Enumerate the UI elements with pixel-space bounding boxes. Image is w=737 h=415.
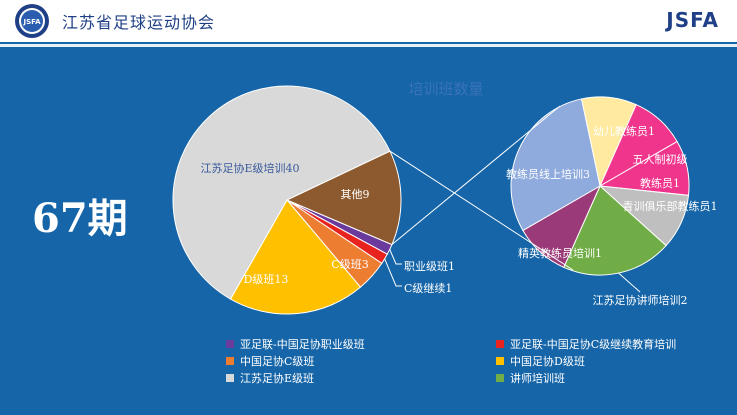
pie-slice-label-4: D级班13	[244, 273, 289, 286]
legend-label: 中国足协C级班	[240, 355, 315, 368]
jsfa-logo-icon: JSFA	[15, 4, 49, 38]
sub-pie-label-1: 幼儿教练员1	[593, 124, 655, 138]
pie-slice-label-3: C级班3	[331, 258, 368, 271]
sub-pie-slice-7	[510, 98, 601, 232]
legend-label: 江苏足协E级班	[240, 372, 315, 385]
legend-item-3: 中国足协C级班	[226, 353, 314, 369]
sub-pie-label-6: 精英教练员培训1	[518, 246, 602, 260]
legend-swatch	[496, 357, 504, 365]
sub-pie-label-5: 江苏足协讲师培训2	[593, 293, 688, 307]
sub-leader-line-5	[618, 272, 641, 293]
headline-number: 67期	[32, 195, 128, 242]
legend-label: 亚足联-中国足协C级继续教育培训	[510, 338, 677, 351]
pie-slice-label-1: 职业级班1	[404, 260, 455, 273]
legend-swatch	[496, 340, 504, 348]
sub-pie-slice-5	[563, 185, 667, 276]
pie-slice-5	[172, 85, 391, 300]
legend-swatch	[226, 357, 234, 365]
sub-pie-label-2: 五人制初级	[633, 152, 688, 166]
header-bar: JSFA 江苏省足球运动协会 JSFA	[0, 0, 737, 42]
legend-item-5: 江苏足协E级班	[226, 370, 314, 386]
pie-slice-6	[285, 150, 402, 246]
leader-line-2	[384, 258, 402, 287]
sub-pie-label-3: 教练员1	[640, 176, 680, 190]
legend-swatch	[496, 374, 504, 382]
header-divider	[0, 44, 737, 47]
legend-swatch	[226, 340, 234, 348]
pie-slice-4	[229, 199, 362, 315]
legend-item-6: 讲师培训班	[496, 370, 565, 386]
legend-swatch	[226, 374, 234, 382]
pie-slice-label-6: 其他9	[341, 188, 370, 201]
leader-line-1	[389, 249, 402, 265]
legend-item-1: 亚足联-中国足协职业级班	[226, 336, 365, 352]
logo-text: JSFA	[22, 18, 41, 26]
legend-item-2: 亚足联-中国足协C级继续教育培训	[496, 336, 676, 352]
brand-wordmark: JSFA	[666, 8, 719, 32]
legend-label: 亚足联-中国足协职业级班	[240, 338, 365, 351]
pie-slice-label-2: C级继续1	[404, 281, 452, 295]
organization-name: 江苏省足球运动协会	[62, 13, 216, 32]
sub-pie-label-7: 教练员线上培训3	[506, 167, 590, 181]
chart-title: 培训班数量	[408, 80, 484, 98]
legend-label: 讲师培训班	[510, 372, 565, 385]
legend-item-4: 中国足协D级班	[496, 353, 585, 369]
pie-chart: 职业级班1 C级继续1 C级班3 D级班13 江苏足协E级培训40 其他9 幼儿教练员1 五人…	[172, 85, 718, 315]
pie-slice-label-5: 江苏足协E级培训40	[200, 161, 299, 175]
connector-line-top	[391, 105, 561, 245]
connector-line-bottom	[389, 150, 574, 271]
sub-pie-label-4: 青训俱乐部教练员1	[623, 199, 718, 213]
legend-label: 中国足协D级班	[510, 355, 585, 368]
